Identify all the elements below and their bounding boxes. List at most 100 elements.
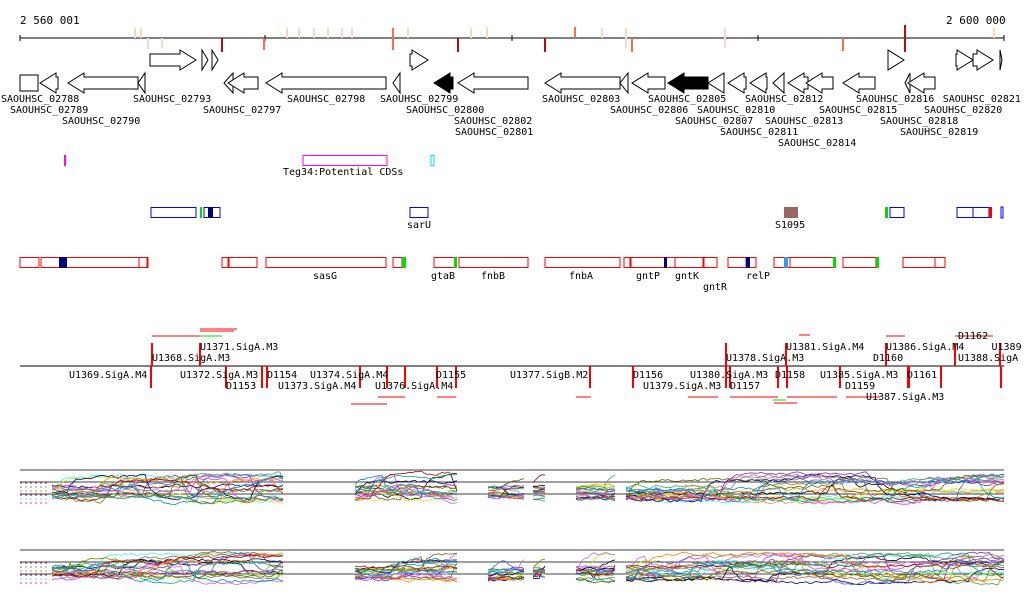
expression-line xyxy=(625,565,1005,586)
expression-line xyxy=(354,564,458,570)
operon-box xyxy=(221,257,230,268)
operon-label: gntK xyxy=(675,271,699,282)
expression-line xyxy=(354,486,458,504)
promoter-label: U1387.SigA.M3 xyxy=(866,392,944,403)
operon-box xyxy=(702,257,718,268)
expression-line xyxy=(487,576,525,581)
expression-line xyxy=(625,561,1005,574)
expression-line xyxy=(625,474,1005,503)
expression-line xyxy=(354,565,458,579)
operon-box xyxy=(433,257,456,268)
expression-line xyxy=(575,491,616,496)
gene-label: SAOUHSC_02801 xyxy=(455,127,533,138)
gene-label: SAOUHSC_02811 xyxy=(720,127,798,138)
expression-line xyxy=(354,569,458,580)
operon-mark xyxy=(454,257,457,268)
potential-cds-label: Teg34:Potential CDSs xyxy=(283,167,403,178)
promoter-label: U1373.SigA.M4 xyxy=(278,381,356,392)
gene-arrow xyxy=(201,48,209,72)
expression-line xyxy=(532,497,546,500)
gene-arrow xyxy=(972,49,994,71)
expression-line xyxy=(51,552,284,574)
expression-line xyxy=(51,476,284,505)
promoter-label: U1380.SigA.M3 xyxy=(690,370,768,381)
srna-box xyxy=(972,207,990,218)
d-label: D1161 xyxy=(907,370,937,381)
operon-box xyxy=(842,257,877,268)
operon-label: relP xyxy=(746,271,770,282)
gene-arrow xyxy=(631,72,666,94)
promoter-label: U1389 xyxy=(992,342,1022,353)
srna-mark xyxy=(208,207,213,218)
gene-label: SAOUHSC_02797 xyxy=(203,105,281,116)
expression-line xyxy=(354,491,458,497)
gene-arrow xyxy=(842,72,876,94)
expression-line xyxy=(487,478,525,492)
expression-line xyxy=(533,499,546,502)
expression-line xyxy=(575,551,616,574)
expression-line xyxy=(575,564,616,576)
promoter-label: U1386.SigA.M4 xyxy=(886,342,964,353)
gene-arrow xyxy=(137,71,146,95)
srna-box xyxy=(150,207,197,218)
expression-line xyxy=(532,484,546,488)
promoter-label: D1162 xyxy=(958,331,988,342)
expression-line xyxy=(532,567,546,570)
expression-line xyxy=(532,494,546,498)
expression-line xyxy=(626,473,1005,503)
operon-box xyxy=(138,257,148,268)
expression-line xyxy=(51,494,284,500)
expression-line xyxy=(625,551,1005,583)
d-label: D1158 xyxy=(775,370,805,381)
expression-track xyxy=(20,469,1005,586)
expression-line xyxy=(625,556,1005,583)
gene-arrow xyxy=(227,72,259,94)
srna-mark xyxy=(200,207,202,218)
gene-label: SAOUHSC_02799 xyxy=(380,94,458,105)
gene-label: SAOUHSC_02793 xyxy=(133,94,211,105)
gene-label: SAOUHSC_02807 xyxy=(675,116,753,127)
promoter-track: U1368.SigA.M3U1371.SigA.M3U1378.SigA.M3U… xyxy=(20,328,1022,405)
srna-track: sarU S1095 xyxy=(150,206,1004,231)
expression-line xyxy=(354,559,458,574)
srna-s1095 xyxy=(784,207,798,218)
d-label: D1153 xyxy=(226,381,256,392)
expression-line xyxy=(532,568,546,572)
expression-line xyxy=(575,567,616,572)
gene-box xyxy=(19,74,39,92)
expression-line xyxy=(575,577,616,583)
operon-box xyxy=(934,257,946,268)
gene-label: SAOUHSC_02789 xyxy=(10,105,88,116)
expression-line xyxy=(354,573,458,581)
expression-line xyxy=(625,564,1005,582)
expression-line xyxy=(532,489,546,492)
d-label: D1154 xyxy=(267,370,297,381)
gene-label: SAOUHSC_02821 xyxy=(943,94,1021,105)
gene-label: SAOUHSC_02815 xyxy=(819,105,897,116)
gene-label: SAOUHSC_02805 xyxy=(648,94,726,105)
expression-line xyxy=(51,553,284,581)
expression-line xyxy=(487,486,525,499)
gene-arrow xyxy=(805,72,834,94)
expression-line xyxy=(487,484,525,488)
expression-line xyxy=(487,575,525,580)
srna-box xyxy=(1000,206,1004,219)
expression-line xyxy=(487,570,525,581)
expression-line xyxy=(487,568,525,572)
expression-line xyxy=(575,484,616,488)
srna-box xyxy=(889,207,905,218)
srna-label: S1095 xyxy=(775,220,805,231)
gene-label: SAOUHSC_02788 xyxy=(1,94,79,105)
srna-label: sarU xyxy=(407,220,431,231)
expression-line xyxy=(354,572,458,583)
expression-line xyxy=(52,474,284,502)
gene-label: SAOUHSC_02798 xyxy=(287,94,365,105)
d-label: D1159 xyxy=(845,381,875,392)
expression-line xyxy=(532,571,546,575)
gene-arrow xyxy=(392,71,401,95)
d-label: D1155 xyxy=(436,370,466,381)
expression-line xyxy=(575,487,616,491)
operon-box xyxy=(727,257,747,268)
gene-label: SAOUHSC_02814 xyxy=(778,138,856,149)
expression-line xyxy=(51,557,284,577)
